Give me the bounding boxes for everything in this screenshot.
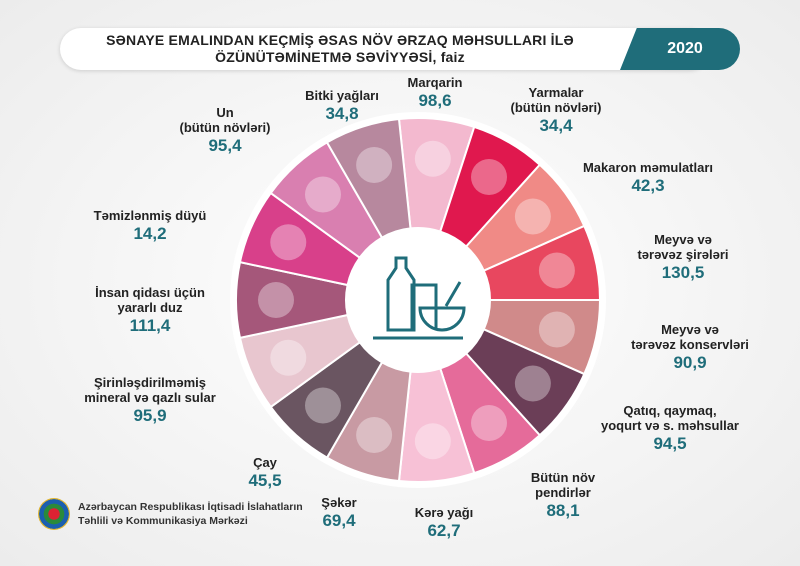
product-label: Meyvə və tərəvəz şirələri 130,5 — [637, 232, 728, 283]
product-name: mineral və qazlı sular — [84, 390, 216, 405]
product-name: Marqarin — [407, 75, 463, 90]
product-value: 34,4 — [539, 116, 573, 135]
product-name: tərəvəz konservləri — [631, 337, 749, 352]
product-value: 95,9 — [133, 406, 167, 425]
product-name: Bitki yağları — [305, 88, 379, 103]
product-illustration-icon — [304, 387, 341, 424]
product-label: İnsan qidası üçün yararlı duz 111,4 — [95, 285, 205, 336]
product-name: Bütün növ — [530, 470, 596, 485]
product-name: Makaron məmulatları — [582, 160, 714, 175]
product-value: 62,7 — [427, 521, 461, 540]
product-value: 98,6 — [418, 91, 452, 110]
wheel-segment — [325, 117, 412, 240]
state-emblem-icon — [38, 498, 70, 530]
product-label: Kərə yağı 62,7 — [415, 505, 474, 541]
product-value: 69,4 — [322, 511, 356, 530]
product-illustration-icon — [270, 339, 307, 376]
product-illustration-icon — [270, 224, 307, 261]
product-value: 111,4 — [129, 316, 171, 335]
product-value: 94,5 — [653, 434, 687, 453]
product-name: Meyvə və — [654, 232, 712, 247]
product-value: 95,4 — [208, 136, 242, 155]
product-value: 34,8 — [325, 104, 359, 123]
product-name: İnsan qidası üçün — [95, 285, 205, 300]
product-illustration-icon — [414, 140, 451, 177]
product-name: tərəvəz şirələri — [637, 247, 729, 262]
product-name: Kərə yağı — [414, 505, 474, 520]
product-name: yararlı duz — [117, 300, 183, 315]
product-illustration-icon — [258, 282, 294, 318]
year-badge: 2020 — [620, 28, 740, 70]
product-illustration-icon — [471, 159, 507, 196]
product-name: Yarmalar — [528, 85, 584, 100]
product-value: 45,5 — [248, 471, 282, 490]
product-illustration-icon — [538, 252, 575, 289]
product-name: Qatıq, qaymaq, — [623, 403, 717, 418]
product-value: 14,2 — [133, 224, 167, 243]
product-label: Şirinləşdirilməmiş mineral və qazlı sular… — [84, 375, 216, 426]
product-value: 42,3 — [631, 176, 665, 195]
food-bottle-bowl-icon — [373, 256, 466, 340]
wheel-center — [348, 230, 488, 370]
product-illustration-icon — [414, 423, 451, 460]
product-illustration-icon — [471, 404, 507, 441]
product-value: 90,9 — [673, 353, 707, 372]
product-label: Çay 45,5 — [248, 455, 281, 491]
product-label: Təmizlənmiş düyü 14,2 — [94, 208, 207, 244]
header: SƏNAYE EMALINDAN KEÇMİŞ ƏSAS NÖV ƏRZAQ M… — [60, 28, 740, 70]
product-value: 88,1 — [546, 501, 580, 520]
product-label: Un (bütün növləri) 95,4 — [180, 105, 271, 156]
product-illustration-icon — [514, 365, 551, 402]
product-illustration-icon — [304, 176, 341, 213]
product-name: pendirlər — [535, 485, 591, 500]
product-name: (bütün növləri) — [179, 120, 271, 135]
page-title: SƏNAYE EMALINDAN KEÇMİŞ ƏSAS NÖV ƏRZAQ M… — [106, 32, 574, 65]
product-name: Şirinləşdirilməmiş — [93, 375, 206, 390]
product-illustration-icon — [538, 311, 575, 348]
product-illustration-icon — [514, 198, 551, 235]
product-name: Meyvə və — [661, 322, 719, 337]
product-label: Meyvə və tərəvəz konservləri 90,9 — [631, 322, 749, 373]
product-label: Şəkər 69,4 — [321, 495, 356, 531]
product-name: (bütün növləri) — [510, 100, 602, 115]
product-name: Çay — [253, 455, 277, 470]
product-label: Bütün növ pendirlər 88,1 — [531, 470, 595, 521]
product-illustration-icon — [356, 417, 393, 454]
product-label: Marqarin 98,6 — [408, 75, 463, 111]
organization-footer: Azərbaycan Respublikası İqtisadi İslahat… — [38, 498, 303, 530]
product-label: Qatıq, qaymaq, yoqurt və s. məhsullar 94,5 — [601, 403, 739, 454]
product-value: 130,5 — [661, 263, 705, 282]
product-name: Şəkər — [321, 495, 357, 510]
product-name: Un — [216, 105, 234, 120]
product-label: Makaron məmulatları 42,3 — [583, 160, 713, 196]
product-name: Təmizlənmiş düyü — [93, 208, 207, 223]
product-label: Bitki yağları 34,8 — [305, 88, 379, 124]
product-name: yoqurt və s. məhsullar — [601, 418, 739, 433]
product-illustration-icon — [356, 146, 393, 183]
product-label: Yarmalar (bütün növləri) 34,4 — [511, 85, 602, 136]
